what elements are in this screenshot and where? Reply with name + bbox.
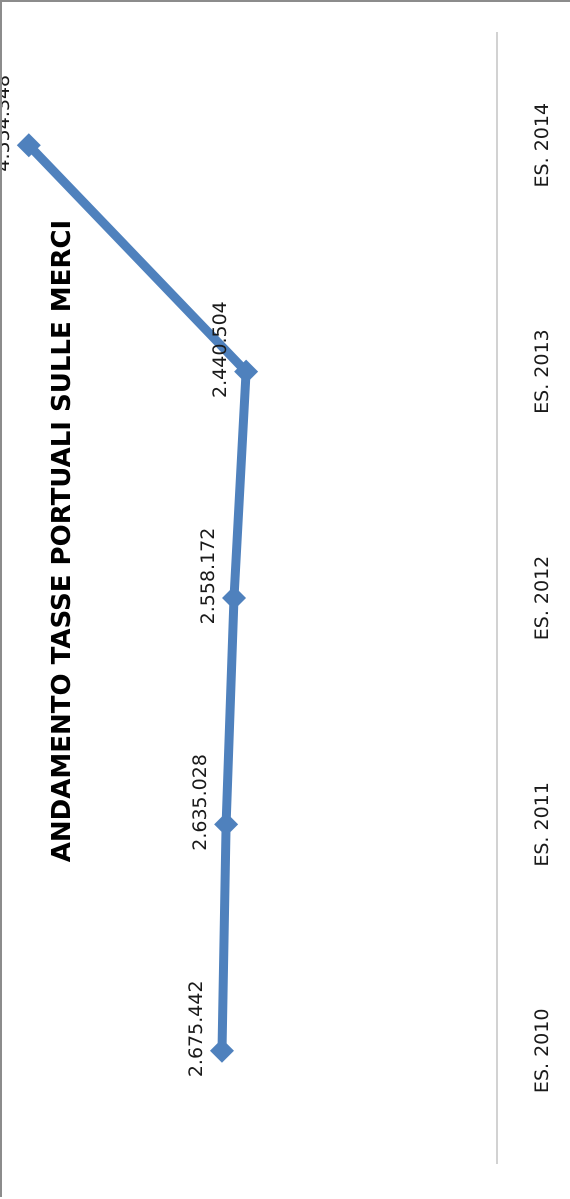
x-tick-label-3: ES. 2013 — [531, 329, 553, 414]
data-point-marker-3 — [234, 359, 259, 384]
x-tick-label-4: ES. 2014 — [531, 103, 553, 188]
data-label-2: 2.558.172 — [197, 528, 219, 625]
data-point-marker-1 — [214, 812, 239, 837]
data-label-1: 2.635.028 — [189, 754, 211, 851]
data-label-4: 4.554.348 — [2, 75, 14, 172]
x-tick-label-0: ES. 2010 — [531, 1009, 553, 1094]
x-tick-label-2: ES. 2012 — [531, 556, 553, 641]
data-point-marker-4 — [16, 133, 41, 158]
chart-title: ANDAMENTO TASSE PORTUALI SULLE MERCI — [47, 220, 77, 862]
data-label-0: 2.675.442 — [185, 980, 207, 1077]
x-tick-label-1: ES. 2011 — [531, 782, 553, 867]
data-label-3: 2.440.504 — [209, 301, 231, 398]
data-point-marker-2 — [222, 586, 247, 610]
data-point-marker-0 — [209, 1038, 234, 1063]
